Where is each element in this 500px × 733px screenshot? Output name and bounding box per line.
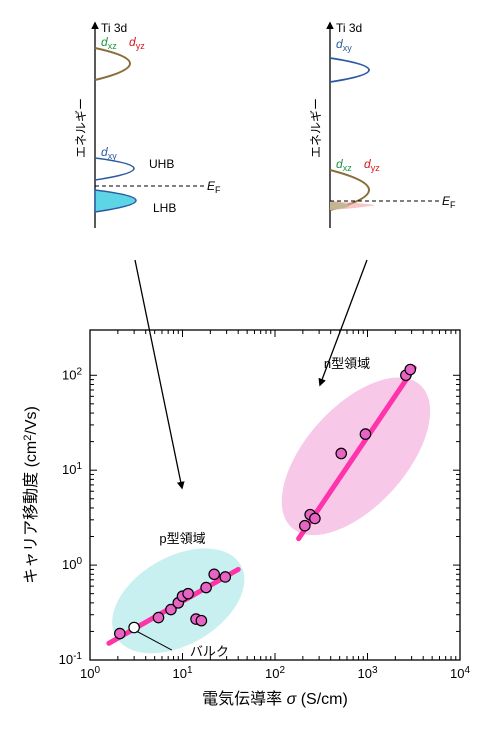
mobility-chart: 10010110210310410-1100101102p型領域n型領域バルク電… — [22, 330, 470, 708]
data-point — [183, 588, 193, 598]
svg-text:dxy: dxy — [336, 37, 352, 53]
svg-text:dxy: dxy — [101, 145, 117, 161]
svg-text:102: 102 — [265, 665, 285, 681]
data-point — [220, 572, 230, 582]
data-point — [209, 569, 219, 579]
svg-text:100: 100 — [62, 556, 82, 572]
svg-text:100: 100 — [80, 665, 100, 681]
data-point — [336, 448, 346, 458]
svg-text:103: 103 — [357, 665, 377, 681]
svg-text:10-1: 10-1 — [59, 651, 83, 667]
data-point — [310, 513, 320, 523]
data-point — [300, 521, 310, 531]
dos-top-label: Ti 3d — [336, 21, 362, 35]
data-point — [115, 628, 125, 638]
svg-text:dyz: dyz — [129, 35, 145, 51]
figure: エネルギーTi 3ddxzdyzdxyUHBEFLHBエネルギーTi 3ddxy… — [0, 0, 500, 733]
svg-text:dxz: dxz — [101, 35, 117, 51]
svg-text:104: 104 — [450, 665, 470, 681]
svg-text:101: 101 — [172, 665, 192, 681]
data-point — [405, 364, 415, 374]
dos-y-label: エネルギー — [74, 98, 88, 158]
data-point — [153, 612, 163, 622]
svg-text:dxz: dxz — [336, 157, 352, 173]
data-point — [129, 622, 139, 632]
x-axis-label: 電気伝導率 σ (S/cm) — [202, 689, 348, 708]
lhb-label: LHB — [153, 201, 176, 215]
svg-text:101: 101 — [62, 461, 82, 477]
dos-y-label: エネルギー — [309, 98, 323, 158]
dos-right: エネルギー Ti 3d dxy dxzdyz EF — [309, 21, 456, 228]
arrow-left — [135, 260, 182, 488]
data-point — [196, 615, 206, 625]
svg-text:EF: EF — [207, 179, 221, 195]
p-region-label: p型領域 — [159, 531, 205, 546]
svg-text:EF: EF — [442, 194, 456, 210]
data-point — [360, 429, 370, 439]
y-axis-label: キャリア移動度 (cm2/Vs) — [22, 406, 40, 584]
dos-left: エネルギー Ti 3ddxzdyz dxy UHB EF LHB — [74, 21, 221, 228]
data-point — [201, 582, 211, 592]
n-region-label: n型領域 — [324, 356, 370, 371]
svg-text:102: 102 — [62, 366, 82, 382]
uhb-label: UHB — [149, 157, 174, 171]
dos-top-label: Ti 3d — [101, 21, 127, 35]
bulk-label: バルク — [190, 644, 229, 659]
svg-text:dyz: dyz — [364, 157, 380, 173]
